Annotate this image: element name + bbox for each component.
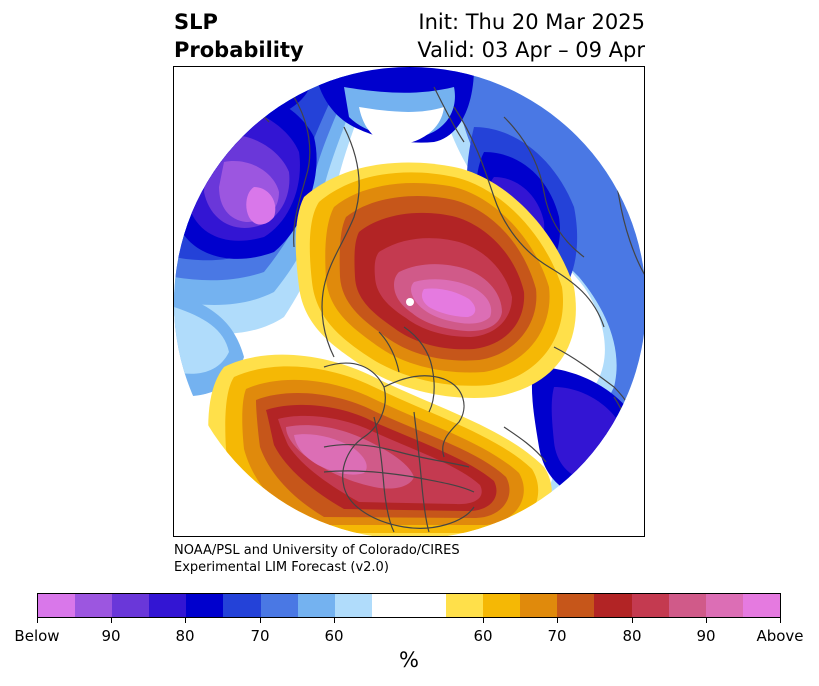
colorbar-tick-label: 70 — [547, 627, 567, 645]
colorbar-segment — [557, 594, 595, 617]
colorbar-tick-label: Above — [756, 627, 804, 645]
colorbar-tick-mark — [632, 618, 633, 623]
colorbar-tick-label: 80 — [175, 627, 195, 645]
colorbar-tick-label: Below — [14, 627, 60, 645]
colorbar-tick-label: 90 — [696, 627, 716, 645]
colorbar-tick-mark — [260, 618, 261, 623]
colorbar-segment — [149, 594, 187, 617]
polar-map — [173, 66, 645, 537]
colorbar-segment — [223, 594, 261, 617]
above-normal-south — [208, 354, 552, 536]
colorbar-tick-label: 70 — [250, 627, 270, 645]
credit-line1: NOAA/PSL and University of Colorado/CIRE… — [174, 543, 460, 558]
colorbar-segment — [186, 594, 224, 617]
colorbar-segment — [594, 594, 632, 617]
title-variable: SLP — [174, 10, 218, 34]
colorbar-segment — [668, 594, 706, 617]
colorbar-tick-mark — [334, 618, 335, 623]
colorbar-segment — [705, 594, 743, 617]
colorbar-segment — [483, 594, 521, 617]
colorbar-segment — [334, 594, 372, 617]
colorbar-segment — [38, 594, 76, 617]
colorbar-segment — [520, 594, 558, 617]
colorbar-tick-mark — [706, 618, 707, 623]
colorbar-segment — [631, 594, 669, 617]
polar-map-svg — [174, 67, 644, 536]
above-normal-arctic — [295, 162, 576, 398]
colorbar-tick-mark — [557, 618, 558, 623]
colorbar — [37, 593, 781, 618]
colorbar-segment — [75, 594, 113, 617]
colorbar-segment — [297, 594, 335, 617]
colorbar-segment — [260, 594, 298, 617]
valid-range: Valid: 03 Apr – 09 Apr — [417, 38, 645, 62]
colorbar-segment — [371, 594, 447, 617]
colorbar-tick-label: 90 — [101, 627, 121, 645]
colorbar-tick-label: 80 — [622, 627, 642, 645]
colorbar-segment — [112, 594, 150, 617]
colorbar-tick-mark — [483, 618, 484, 623]
credit-text: NOAA/PSL and University of Colorado/CIRE… — [174, 542, 460, 576]
title-type: Probability — [174, 38, 304, 62]
colorbar-tick-mark — [37, 618, 38, 623]
below-normal-west — [174, 67, 374, 334]
colorbar-tick-label: 60 — [324, 627, 344, 645]
credit-line2: Experimental LIM Forecast (v2.0) — [174, 560, 389, 575]
forecast-dates: Init: Thu 20 Mar 2025 Valid: 03 Apr – 09… — [417, 8, 645, 64]
colorbar-tick-label: 60 — [473, 627, 493, 645]
colorbar-unit: % — [399, 648, 419, 672]
init-date: Init: Thu 20 Mar 2025 — [418, 10, 645, 34]
colorbar-segment — [446, 594, 484, 617]
colorbar-tick-mark — [185, 618, 186, 623]
colorbar-tick-mark — [780, 618, 781, 623]
map-title: SLP Probability — [174, 8, 304, 64]
colorbar-tick-mark — [111, 618, 112, 623]
colorbar-segment — [742, 594, 780, 617]
